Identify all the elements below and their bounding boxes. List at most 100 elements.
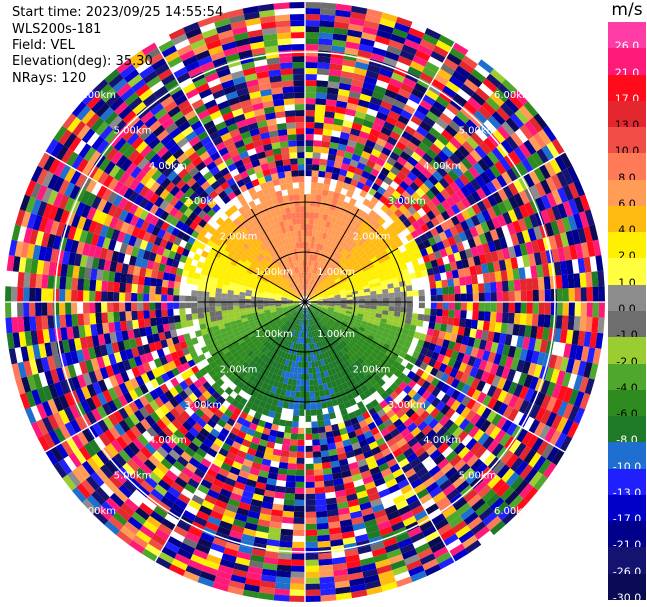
velocity-gate	[445, 386, 456, 397]
velocity-gate	[393, 418, 404, 429]
velocity-gate	[245, 577, 261, 587]
velocity-gate	[314, 206, 320, 214]
velocity-gate	[356, 181, 365, 190]
velocity-gate	[376, 233, 385, 242]
velocity-gate	[315, 402, 322, 410]
velocity-gate	[328, 527, 342, 535]
velocity-gate	[397, 114, 410, 126]
velocity-gate	[334, 268, 341, 274]
velocity-gate	[379, 261, 388, 268]
velocity-gate	[328, 304, 335, 307]
velocity-gate	[310, 299, 317, 302]
velocity-gate	[468, 166, 480, 179]
velocity-gate	[357, 313, 364, 318]
velocity-gate	[238, 545, 253, 555]
velocity-gate	[298, 325, 302, 332]
velocity-gate	[305, 559, 319, 566]
velocity-gate	[324, 266, 330, 273]
velocity-gate	[336, 180, 344, 188]
velocity-gate	[400, 427, 411, 438]
velocity-gate	[513, 346, 523, 360]
velocity-gate	[403, 255, 412, 264]
velocity-gate	[410, 114, 423, 126]
velocity-gate	[305, 427, 312, 434]
velocity-gate	[358, 304, 365, 309]
velocity-gate	[522, 254, 531, 268]
velocity-gate	[383, 121, 395, 131]
velocity-gate	[333, 309, 340, 314]
velocity-gate	[65, 276, 73, 290]
velocity-gate	[359, 37, 375, 47]
velocity-gate	[461, 258, 470, 269]
velocity-gate	[316, 315, 322, 321]
velocity-gate	[461, 197, 472, 209]
velocity-gate	[401, 250, 410, 259]
velocity-gate	[342, 439, 352, 447]
velocity-gate	[340, 355, 348, 363]
velocity-gate	[506, 422, 518, 436]
velocity-gate	[362, 26, 378, 36]
velocity-gate	[338, 458, 349, 467]
velocity-gate	[533, 226, 543, 240]
velocity-gate	[371, 47, 387, 57]
velocity-gate	[315, 282, 321, 288]
velocity-gate	[346, 304, 353, 307]
velocity-gate	[323, 208, 330, 216]
velocity-gate	[301, 307, 304, 314]
velocity-gate	[319, 353, 324, 360]
velocity-gate	[410, 151, 423, 163]
velocity-gate	[305, 122, 315, 129]
velocity-gate	[373, 143, 384, 153]
velocity-gate	[352, 299, 359, 302]
velocity-gate	[391, 404, 402, 414]
velocity-gate	[578, 376, 589, 393]
velocity-gate	[315, 366, 320, 374]
velocity-gate	[256, 444, 267, 453]
velocity-gate	[370, 341, 378, 348]
velocity-gate	[137, 293, 144, 302]
velocity-gate	[316, 302, 323, 304]
velocity-gate	[461, 467, 475, 481]
velocity-gate	[310, 303, 317, 306]
velocity-gate	[335, 260, 342, 267]
velocity-gate	[383, 161, 394, 172]
velocity-gate	[428, 418, 439, 430]
velocity-gate	[258, 470, 269, 479]
velocity-gate	[476, 212, 486, 224]
velocity-gate	[321, 326, 327, 333]
velocity-gate	[426, 328, 435, 337]
velocity-gate	[363, 430, 374, 439]
velocity-gate	[555, 275, 563, 289]
velocity-gate	[579, 272, 587, 288]
velocity-gate	[347, 333, 354, 340]
velocity-gate	[268, 527, 282, 535]
velocity-gate	[280, 370, 287, 378]
velocity-gate	[277, 400, 284, 408]
velocity-gate	[384, 542, 400, 554]
velocity-gate	[531, 239, 540, 254]
velocity-gate	[259, 586, 275, 595]
velocity-gate	[320, 359, 326, 366]
velocity-gate	[411, 350, 421, 360]
velocity-gate	[292, 336, 296, 343]
velocity-gate	[318, 164, 327, 172]
velocity-gate	[342, 59, 357, 68]
velocity-gate	[386, 45, 402, 56]
velocity-gate	[325, 323, 331, 329]
velocity-gate	[326, 289, 333, 294]
velocity-gate	[319, 287, 326, 293]
velocity-gate	[370, 196, 380, 205]
velocity-gate	[335, 378, 342, 386]
velocity-gate	[430, 302, 437, 309]
velocity-gate	[337, 335, 344, 343]
velocity-gate	[324, 351, 330, 358]
velocity-gate	[350, 467, 361, 476]
velocity-gate	[161, 279, 169, 288]
velocity-gate	[387, 334, 395, 341]
velocity-gate	[285, 420, 293, 428]
velocity-gate	[348, 411, 357, 420]
velocity-gate	[452, 70, 468, 84]
velocity-gate	[358, 130, 370, 140]
velocity-gate	[494, 429, 507, 444]
velocity-gate	[542, 125, 557, 142]
